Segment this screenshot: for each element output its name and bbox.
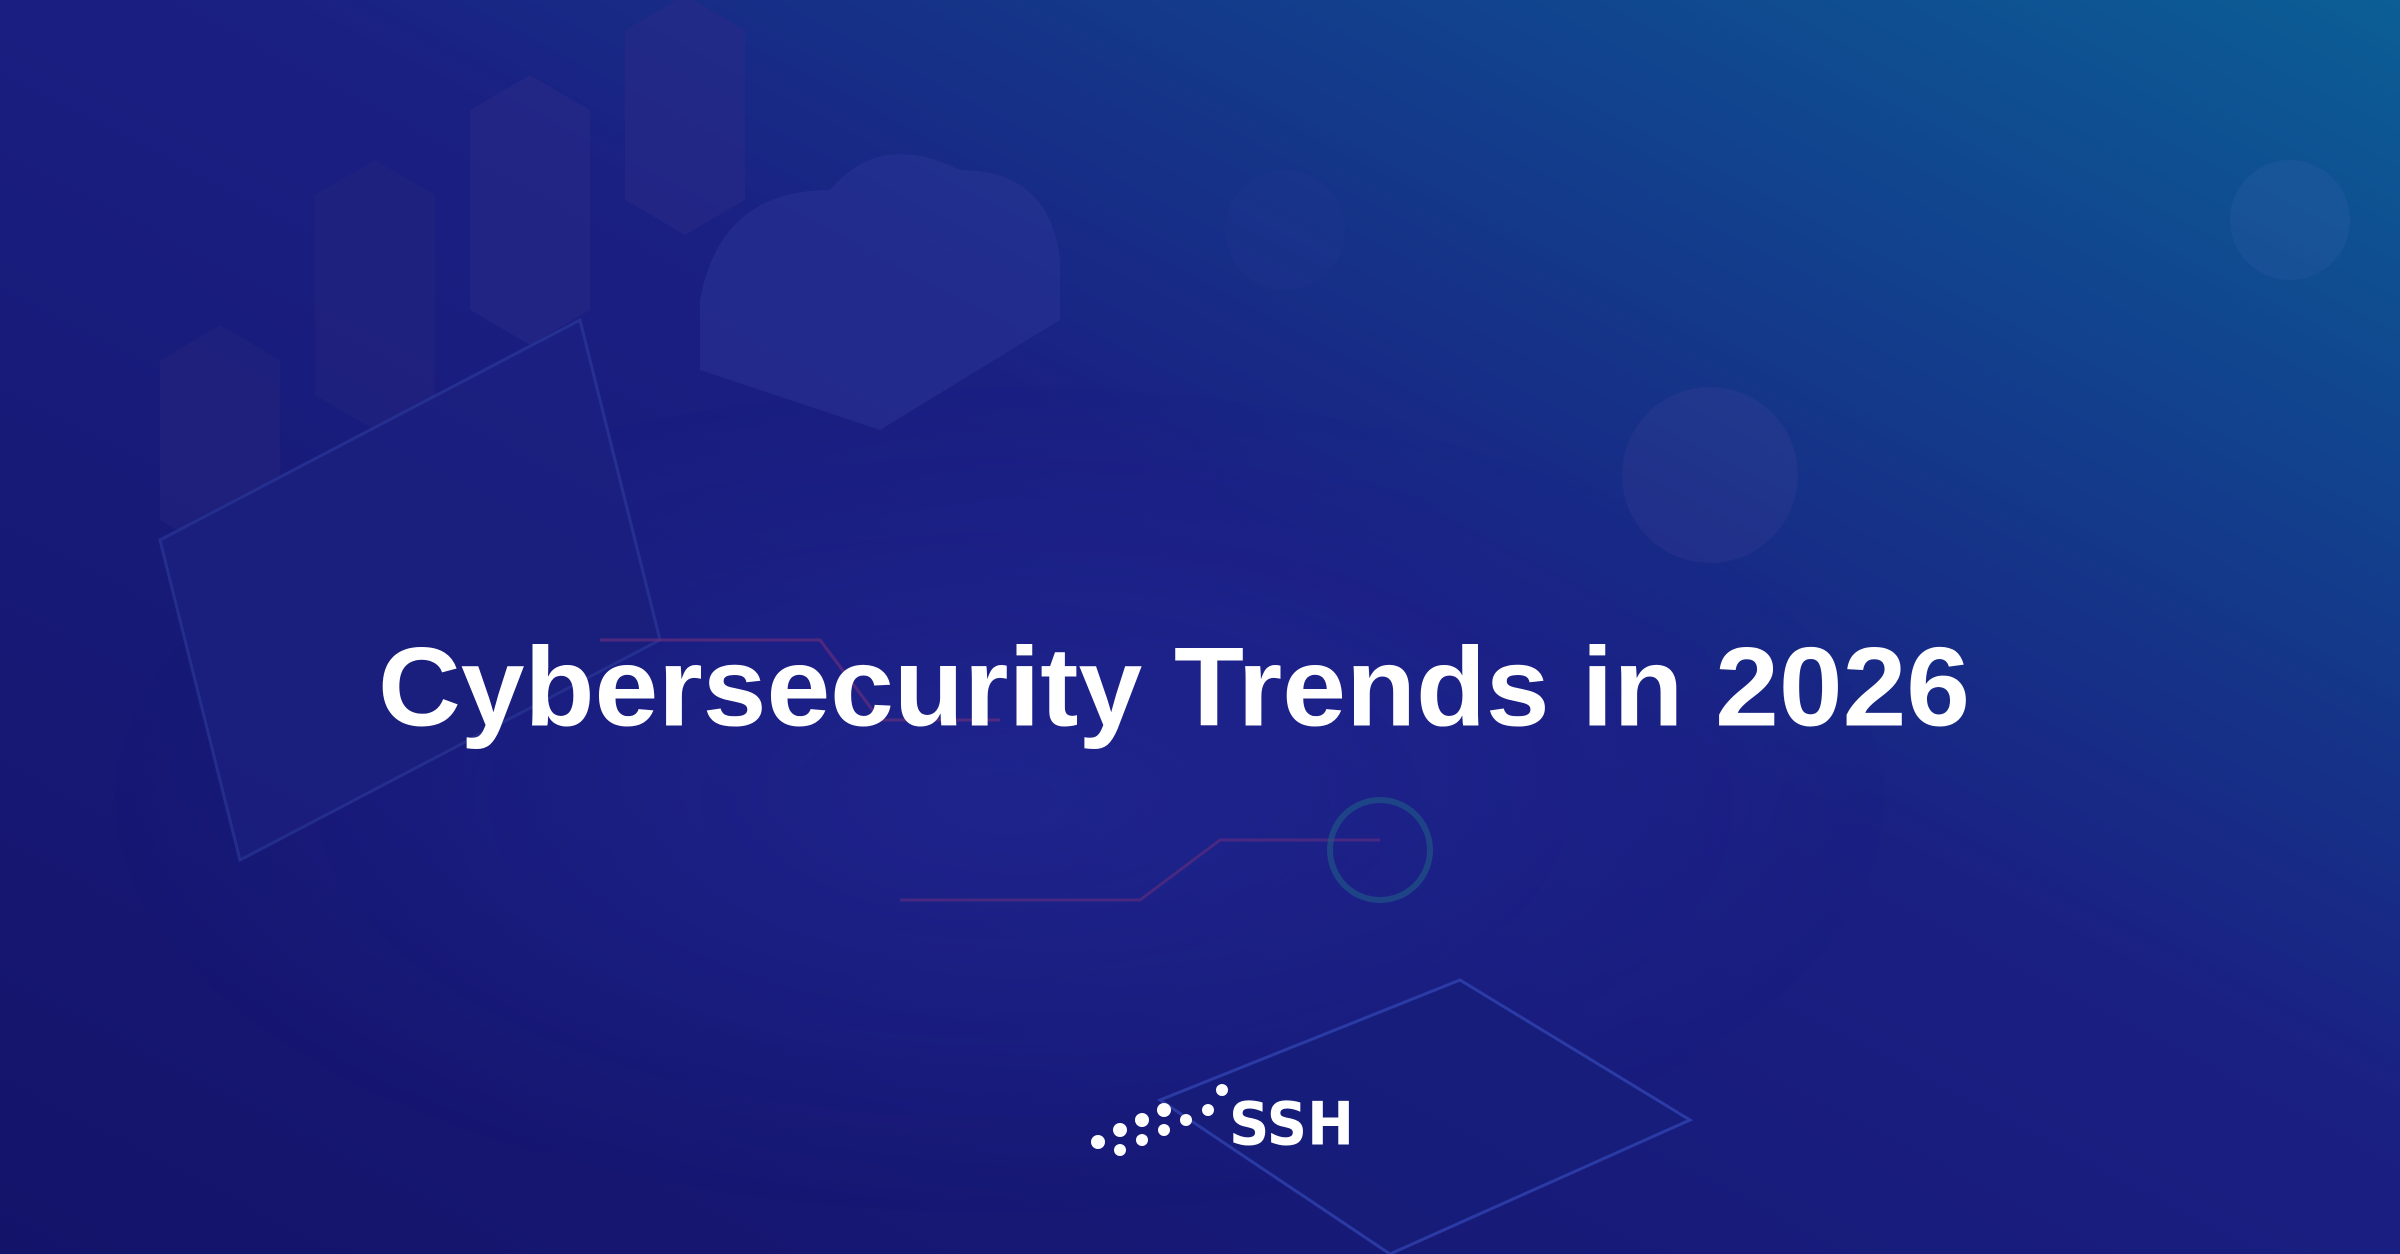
decoration — [100, 0, 2350, 1254]
title: Cybersecurity Trends in 2026 — [378, 625, 1970, 750]
logo: SSH — [1229, 1090, 1354, 1160]
logo-mark — [1091, 1084, 1228, 1156]
